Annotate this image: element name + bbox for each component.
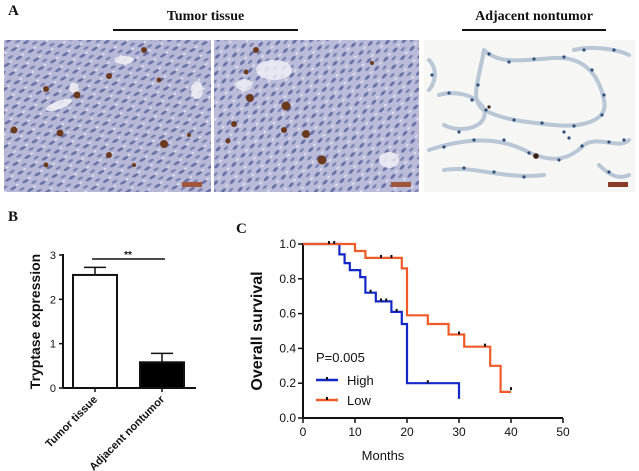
y-tick-label: 0.2 bbox=[279, 376, 296, 390]
y-tick-label: 3 bbox=[50, 250, 56, 262]
legend-label-high: High bbox=[347, 373, 374, 388]
km-curve-high bbox=[303, 242, 461, 399]
significance-stars: ** bbox=[124, 250, 132, 261]
km-curve-low bbox=[303, 242, 511, 393]
y-tick-label: 0 bbox=[50, 383, 56, 395]
x-tick-label: 40 bbox=[504, 425, 518, 439]
y-tick-label: 1.0 bbox=[279, 237, 296, 251]
y-tick-label: 0.0 bbox=[279, 411, 296, 425]
x-tick-label: 10 bbox=[348, 425, 362, 439]
legend-label-low: Low bbox=[347, 393, 371, 408]
x-tick-label: 30 bbox=[452, 425, 466, 439]
adjacent-nontumor-micrograph bbox=[424, 40, 635, 192]
x-axis-label: Months bbox=[362, 448, 405, 463]
y-axis-label: Overall survival bbox=[249, 271, 266, 390]
adjacent-header: Adjacent nontumor bbox=[475, 9, 593, 24]
tumor-tissue-header: Tumor tissue bbox=[166, 9, 245, 24]
x-tick-label: 20 bbox=[400, 425, 414, 439]
y-tick-label: 2 bbox=[50, 294, 56, 306]
adjacent-header-line bbox=[462, 29, 606, 31]
y-tick-label: 0.4 bbox=[279, 341, 296, 355]
tumor-tissue-header-line bbox=[113, 29, 298, 31]
bar bbox=[72, 273, 118, 390]
panel-a-letter: A bbox=[8, 3, 19, 19]
scale-bar bbox=[608, 182, 628, 187]
p-value-annotation: P=0.005 bbox=[316, 350, 365, 365]
y-tick-label: 0.6 bbox=[279, 307, 296, 321]
bar bbox=[139, 361, 185, 389]
survival-chart: 0 10 20 30 40 50 0.0 0.2 0.4 0.6 0.8 1.0 Months Overa… bbox=[249, 237, 570, 463]
panel-b-letter: B bbox=[8, 209, 19, 225]
scale-bar bbox=[182, 182, 202, 187]
y-tick-label: 0.8 bbox=[279, 272, 296, 286]
x-tick-label: Adjacent nontumor bbox=[87, 393, 167, 471]
x-tick-label: Tumor tissue bbox=[43, 394, 100, 451]
scale-bar bbox=[391, 182, 411, 187]
tumor-tissue-micrograph-1 bbox=[4, 40, 211, 192]
y-tick-label: 1 bbox=[50, 339, 56, 351]
panel-c-letter: C bbox=[236, 221, 247, 237]
y-axis-label: Tryptase expression bbox=[27, 254, 43, 389]
x-tick-label: 0 bbox=[300, 425, 307, 439]
x-tick-label: 50 bbox=[556, 425, 570, 439]
tumor-tissue-micrograph-2 bbox=[214, 40, 419, 192]
